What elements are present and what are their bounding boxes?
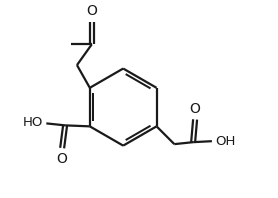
Text: O: O: [57, 152, 68, 166]
Text: OH: OH: [215, 135, 235, 148]
Text: HO: HO: [23, 116, 43, 129]
Text: O: O: [190, 102, 200, 116]
Text: O: O: [86, 4, 97, 18]
